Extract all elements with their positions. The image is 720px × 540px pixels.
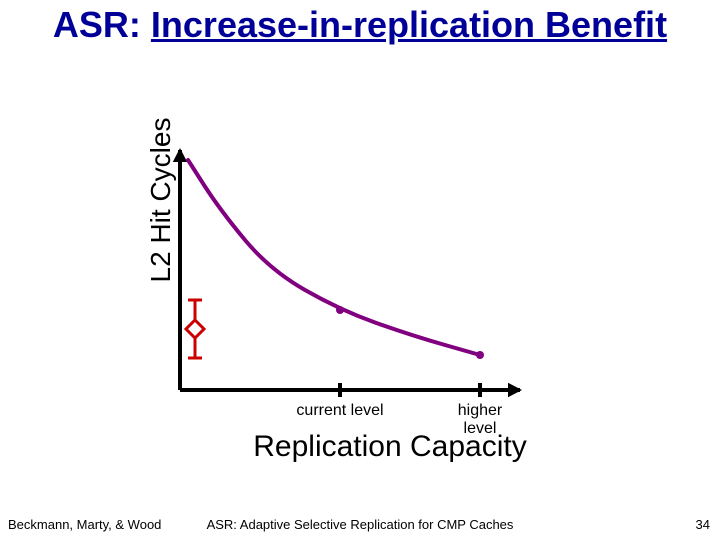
footer-subtitle: ASR: Adaptive Selective Replication for … [0,517,720,532]
x-axis-label: Replication Capacity [180,430,600,464]
slide-number: 34 [696,517,710,532]
chart-region: L2 Hit Cycles current levelhigher level … [120,150,540,420]
title-prefix: ASR: [53,4,151,45]
plot-svg [180,150,520,410]
slide-title: ASR: Increase-in-replication Benefit [0,4,720,45]
title-underlined: Increase-in-replication Benefit [151,4,667,45]
x-tick-label: current level [296,402,383,420]
plot-area [180,150,520,390]
